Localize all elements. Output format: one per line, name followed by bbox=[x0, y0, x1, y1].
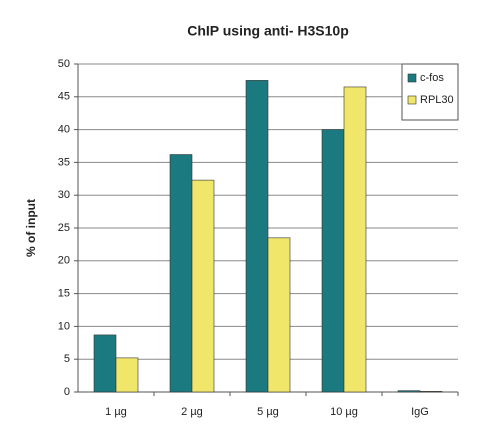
legend-label: RPL30 bbox=[420, 94, 454, 106]
y-tick-label: 25 bbox=[58, 222, 70, 234]
y-tick-label: 40 bbox=[58, 124, 70, 136]
y-tick-label: 45 bbox=[58, 91, 70, 103]
x-tick-label: 1 µg bbox=[105, 406, 127, 418]
y-tick-label: 50 bbox=[58, 58, 70, 70]
x-tick-label: IgG bbox=[411, 406, 429, 418]
bar bbox=[419, 391, 443, 393]
x-tick-label: 10 µg bbox=[330, 406, 358, 418]
legend-label: c-fos bbox=[420, 72, 444, 84]
bar bbox=[321, 129, 345, 393]
y-tick-label: 10 bbox=[58, 320, 70, 332]
bar bbox=[93, 334, 117, 393]
x-tick-label: 2 µg bbox=[181, 406, 203, 418]
bar bbox=[169, 154, 193, 393]
bar bbox=[267, 237, 291, 393]
legend-box bbox=[401, 63, 459, 121]
y-tick-label: 0 bbox=[64, 386, 70, 398]
y-tick-label: 30 bbox=[58, 189, 70, 201]
chart-title: ChIP using anti- H3S10p bbox=[187, 23, 349, 39]
y-tick-label: 15 bbox=[58, 288, 70, 300]
bar bbox=[115, 357, 139, 393]
bar bbox=[397, 390, 421, 393]
bar bbox=[191, 179, 215, 393]
y-tick-label: 5 bbox=[64, 353, 70, 365]
legend-swatch bbox=[407, 95, 417, 105]
y-tick-label: 35 bbox=[58, 156, 70, 168]
y-tick-label: 20 bbox=[58, 255, 70, 267]
legend-swatch bbox=[407, 73, 417, 83]
x-tick-label: 5 µg bbox=[257, 406, 279, 418]
bar bbox=[245, 80, 269, 393]
y-axis-label: % of input bbox=[24, 199, 38, 257]
bar bbox=[343, 86, 367, 393]
